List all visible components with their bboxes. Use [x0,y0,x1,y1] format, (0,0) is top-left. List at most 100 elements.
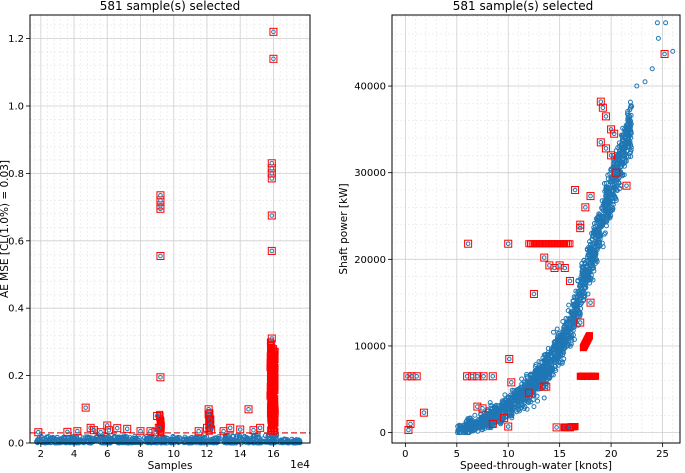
right-sample-point [480,416,486,422]
left-sample-point [46,437,52,443]
right-sample-point [535,398,541,404]
right-sample-point [596,237,602,243]
right-sample-point [587,269,593,275]
right-sample-point [588,275,594,281]
right-sample-point [465,426,471,432]
right-sample-point [571,311,577,317]
left-selected-marker [81,403,90,412]
right-sample-point [519,376,525,382]
left-selected-marker [269,54,278,63]
right-selected-point [598,140,604,145]
left-sample-point [177,435,183,441]
left-selected-point [106,427,112,433]
right-sample-point [603,215,609,221]
right-sample-point [554,350,560,356]
left-sample-point [95,433,101,439]
right-sample-point [509,415,515,421]
right-sample-point [511,389,517,395]
right-sample-point [515,387,521,393]
right-sample-point [642,79,648,85]
left-selected-marker [73,427,82,436]
right-sample-point [550,329,556,335]
right-x-tick-label: 20 [605,449,618,460]
right-sample-point [621,172,627,178]
right-sample-point [578,274,584,280]
right-selected-point [588,300,593,305]
right-selected-point [608,153,614,158]
right-sample-point [490,412,496,418]
left-selected-point [271,56,276,62]
left-selected-point [91,427,97,433]
left-sample-point [95,436,101,442]
right-sample-point [614,187,620,193]
right-selected-marker [403,372,412,381]
right-sample-point [649,66,655,72]
right-sample-point [586,252,592,258]
right-sample-point [525,398,531,404]
right-sample-point [625,109,631,115]
left-y-tick-label: 1.2 [8,34,24,45]
right-sample-point [627,113,633,119]
right-sample-point [480,422,486,428]
right-sample-point [541,395,547,401]
right-selected-point [554,425,559,430]
left-x-offset-label: 1e4 [290,459,310,471]
right-sample-point [537,379,543,385]
right-sample-point [570,298,576,304]
right-y-tick-label: 30000 [354,168,386,179]
right-sample-point [549,371,555,377]
right-sample-point [603,180,609,186]
right-sample-point [578,281,584,287]
right-sample-point [531,376,537,382]
left-sample-point [200,434,206,440]
left-sample-point [100,434,106,440]
left-sample-point [54,436,60,442]
right-sample-point [589,236,595,242]
left-selected-point [156,425,162,431]
right-selected-marker [524,388,533,397]
right-sample-point [592,248,598,254]
right-sample-point [585,291,591,297]
right-selected-point [405,373,410,379]
right-selected-marker [598,103,607,112]
right-selected-point [567,425,573,430]
left-selected-point [269,336,275,341]
right-sample-point [670,48,676,54]
right-sample-point [485,411,491,417]
right-selected-point [577,225,583,231]
right-sample-point [542,371,548,377]
right-sample-point [588,252,594,258]
right-selected-point [611,131,617,136]
right-sample-point [455,428,461,434]
right-sample-point [542,361,548,367]
left-sample-point [234,434,240,440]
left-selected-point [158,192,163,198]
right-sample-point [582,291,588,297]
right-selected-point [603,146,609,151]
right-sample-point [583,276,589,282]
right-selected-point [588,193,593,199]
right-sample-point [540,355,546,361]
right-x-tick-label: 5 [454,449,460,460]
left-sample-point [237,434,243,440]
right-sample-point [618,142,624,148]
right-sample-point [483,421,489,427]
right-selected-point [421,410,427,415]
left-y-tick-label: 0.8 [8,169,24,180]
right-chart: 581 sample(s) selected 0 5 10 15 20 25 0 10000 2… [338,0,681,472]
right-sample-point [502,403,508,409]
right-selected-marker [581,203,590,212]
left-selected-point [271,29,276,35]
right-x-tick-label: 0 [402,449,408,460]
left-selected-point [36,429,41,435]
left-selected-marker [267,211,276,220]
right-selected-marker [571,186,580,195]
left-selected-marker [34,428,43,437]
left-selected-marker [244,405,253,414]
right-sample-point [466,424,472,430]
right-sample-point [537,366,543,372]
left-selected-marker [156,251,165,260]
right-sample-point [634,83,640,89]
right-selected-point [598,99,604,104]
right-selected-marker [596,97,605,106]
